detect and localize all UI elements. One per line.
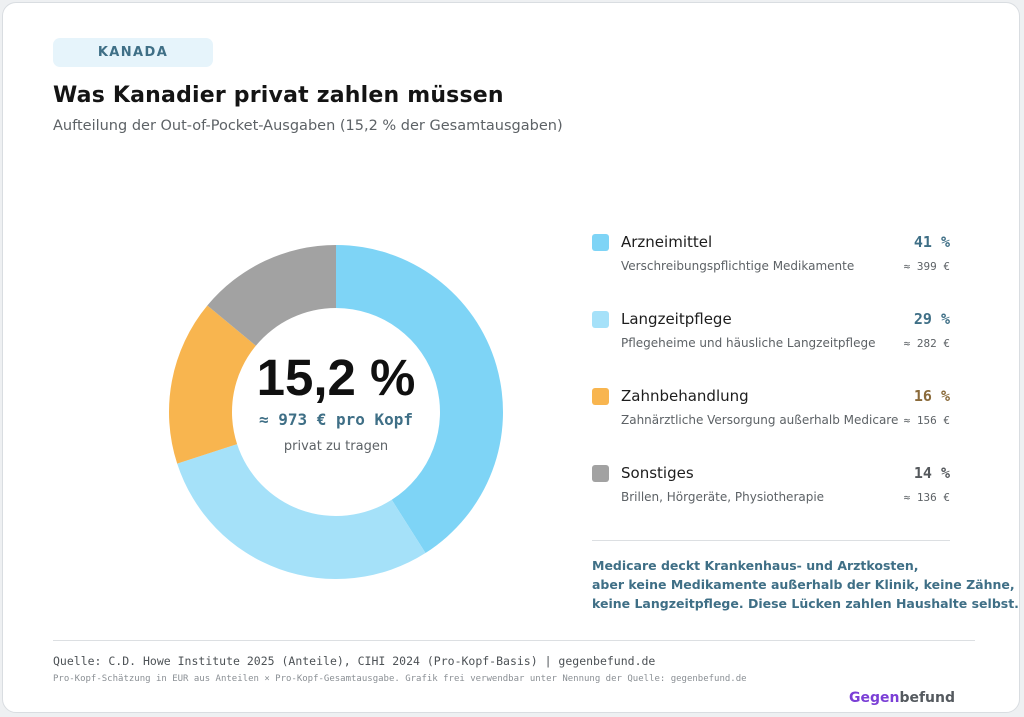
donut-chart xyxy=(169,245,504,579)
footer-divider xyxy=(53,640,975,641)
legend-label: Arzneimittel xyxy=(621,233,713,251)
donut-slice-zahnbehandlung xyxy=(169,305,256,464)
donut-slice-sonstiges xyxy=(207,245,336,346)
legend-description: Pflegeheime und häusliche Langzeitpflege xyxy=(621,336,876,350)
donut-center: 15,2 % ≈ 973 € pro Kopf privat zu tragen xyxy=(203,348,469,454)
brand-logo: Gegenbefund xyxy=(849,690,955,706)
legend-item-arzneimittel: Arzneimittel 41 % Verschreibungspflichti… xyxy=(592,231,950,308)
legend-percent: 14 % xyxy=(913,464,950,482)
legend-item-langzeitpflege: Langzeitpflege 29 % Pflegeheime und häus… xyxy=(592,308,950,385)
legend-label: Langzeitpflege xyxy=(621,310,732,328)
donut-slice-arzneimittel xyxy=(336,245,504,554)
legend: Arzneimittel 41 % Verschreibungspflichti… xyxy=(592,231,950,539)
legend-percent: 29 % xyxy=(913,310,950,328)
legend-swatch xyxy=(592,388,609,405)
coverage-note: Medicare deckt Krankenhaus- und Arztkost… xyxy=(592,556,1019,613)
legend-description: Zahnärztliche Versorgung außerhalb Medic… xyxy=(621,413,899,427)
legend-per-capita: ≈ 282 € xyxy=(903,337,950,350)
fineprint-line: Pro-Kopf-Schätzung in EUR aus Anteilen ×… xyxy=(53,674,747,684)
legend-per-capita: ≈ 399 € xyxy=(903,260,950,273)
brand-logo-part: befund xyxy=(899,690,955,706)
donut-slice-langzeitpflege xyxy=(177,444,426,579)
source-line: Quelle: C.D. Howe Institute 2025 (Anteil… xyxy=(53,654,656,668)
chart-subtitle: Aufteilung der Out-of-Pocket-Ausgaben (1… xyxy=(53,118,563,134)
legend-per-capita: ≈ 156 € xyxy=(903,414,950,427)
legend-percent: 16 % xyxy=(913,387,950,405)
note-line: Medicare deckt Krankenhaus- und Arztkost… xyxy=(592,558,919,573)
note-line: keine Langzeitpflege. Diese Lücken zahle… xyxy=(592,596,1019,611)
legend-per-capita: ≈ 136 € xyxy=(903,491,950,504)
legend-swatch xyxy=(592,234,609,251)
legend-swatch xyxy=(592,311,609,328)
brand-logo-part: Gegen xyxy=(848,690,900,706)
legend-description: Verschreibungspflichtige Medikamente xyxy=(621,259,855,273)
legend-divider xyxy=(592,540,950,541)
legend-item-sonstiges: Sonstiges 14 % Brillen, Hörgeräte, Physi… xyxy=(592,462,950,539)
legend-percent: 41 % xyxy=(913,233,950,251)
legend-item-zahnbehandlung: Zahnbehandlung 16 % Zahnärztliche Versor… xyxy=(592,385,950,462)
center-caption: privat zu tragen xyxy=(283,439,389,454)
legend-description: Brillen, Hörgeräte, Physiotherapie xyxy=(621,490,825,504)
legend-label: Sonstiges xyxy=(621,464,694,482)
center-share-value: 15,2 % xyxy=(256,349,416,406)
country-tag: KANADA xyxy=(53,38,213,67)
note-line: aber keine Medikamente außerhalb der Kli… xyxy=(592,577,1015,592)
center-per-capita: ≈ 973 € pro Kopf xyxy=(258,410,414,429)
legend-label: Zahnbehandlung xyxy=(621,387,749,405)
chart-title: Was Kanadier privat zahlen müssen xyxy=(53,83,504,108)
legend-swatch xyxy=(592,465,609,482)
